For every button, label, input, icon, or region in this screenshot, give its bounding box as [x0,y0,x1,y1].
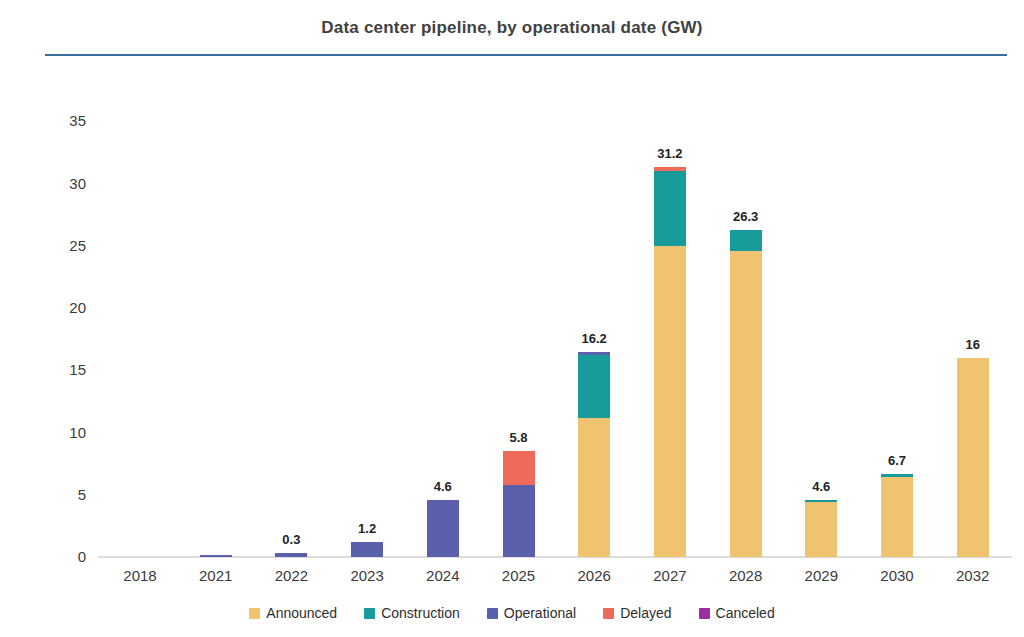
x-tick-2029: 2029 [786,567,856,585]
legend-item-canceled: Canceled [699,605,775,621]
legend-item-announced: Announced [249,605,337,621]
y-tick-5: 5 [34,486,86,504]
legend-swatch-canceled [699,608,710,619]
x-tick-2025: 2025 [484,567,554,585]
legend-label-construction: Construction [381,605,460,621]
bar-value-label-2029: 4.6 [786,479,856,495]
x-tick-2021: 2021 [181,567,251,585]
bar-value-label-2022: 0.3 [256,532,326,548]
legend-label-announced: Announced [266,605,337,621]
x-tick-2024: 2024 [408,567,478,585]
bar-segment-2029-construction [805,500,837,502]
bar-segment-2032-announced [957,358,989,557]
bar-segment-2030-construction [881,474,913,478]
legend-label-operational: Operational [504,605,576,621]
legend-swatch-construction [364,608,375,619]
legend-label-canceled: Canceled [716,605,775,621]
x-tick-2027: 2027 [635,567,705,585]
legend: Announced Construction Operational Delayed C… [0,602,1024,624]
bar-value-label-2025: 5.8 [484,430,554,446]
bar-segment-2026-construction [578,355,610,417]
bar-segment-2028-construction [730,230,762,251]
y-tick-20: 20 [34,299,86,317]
bar-segment-2024-operational [427,500,459,557]
y-tick-35: 35 [34,112,86,130]
bar-segment-2028-announced [730,251,762,557]
x-tick-2030: 2030 [862,567,932,585]
x-tick-2023: 2023 [332,567,402,585]
bar-segment-2022-operational [275,553,307,557]
x-tick-2018: 2018 [105,567,175,585]
bar-segment-2023-operational [351,542,383,557]
x-tick-2032: 2032 [938,567,1008,585]
bar-segment-2025-delayed [503,451,535,485]
x-tick-2028: 2028 [711,567,781,585]
x-axis-line [98,556,1012,558]
bar-segment-2021-operational [200,555,232,557]
y-tick-10: 10 [34,424,86,442]
legend-item-delayed: Delayed [603,605,671,621]
legend-swatch-delayed [603,608,614,619]
legend-label-delayed: Delayed [620,605,671,621]
bar-value-label-2027: 31.2 [635,146,705,162]
legend-swatch-announced [249,608,260,619]
y-tick-30: 30 [34,175,86,193]
x-tick-2026: 2026 [559,567,629,585]
bar-segment-2029-announced [805,502,837,557]
chart-page: Data center pipeline, by operational dat… [0,0,1024,637]
bar-segment-2027-announced [654,246,686,557]
bar-segment-2027-construction [654,171,686,246]
x-tick-2022: 2022 [256,567,326,585]
bar-segment-2026-operational [578,352,610,356]
bar-segment-2025-operational [503,485,535,557]
bar-value-label-2030: 6.7 [862,453,932,469]
bar-value-label-2023: 1.2 [332,521,402,537]
bar-segment-2030-announced [881,477,913,557]
bar-segment-2027-delayed [654,167,686,171]
bar-value-label-2032: 16 [938,337,1008,353]
y-tick-0: 0 [34,548,86,566]
bar-value-label-2024: 4.6 [408,479,478,495]
bar-value-label-2026: 16.2 [559,331,629,347]
legend-item-construction: Construction [364,605,460,621]
legend-item-operational: Operational [487,605,576,621]
bar-segment-2026-announced [578,418,610,557]
plot-area: 05101520253035201820210.320221.220234.62… [0,0,1024,600]
bar-value-label-2028: 26.3 [711,209,781,225]
y-tick-15: 15 [34,361,86,379]
y-tick-25: 25 [34,237,86,255]
legend-swatch-operational [487,608,498,619]
